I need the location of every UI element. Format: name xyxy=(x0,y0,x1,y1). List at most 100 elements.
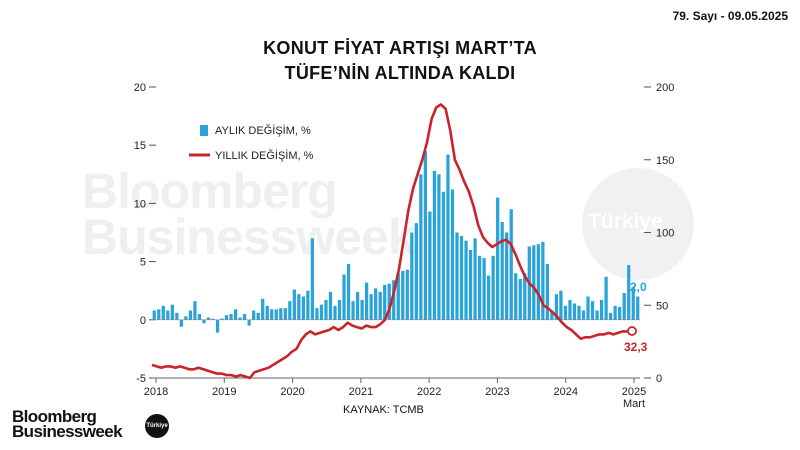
monthly-change-bar xyxy=(563,305,568,320)
monthly-change-bar xyxy=(554,294,559,320)
monthly-change-bar xyxy=(288,301,292,320)
monthly-change-bar xyxy=(224,315,229,320)
monthly-change-bar xyxy=(243,313,247,320)
monthly-change-bar xyxy=(550,310,554,320)
monthly-change-bar xyxy=(450,189,455,320)
monthly-change-bar xyxy=(419,174,423,320)
right-axis-tick-label: 50 xyxy=(656,300,668,312)
monthly-change-bar xyxy=(613,305,617,320)
monthly-change-bar xyxy=(324,300,328,320)
monthly-change-bar xyxy=(333,305,337,320)
watermark-line-1: Bloomberg xyxy=(82,163,338,219)
annual-end-marker xyxy=(627,326,637,336)
monthly-change-bar xyxy=(473,238,477,320)
monthly-change-bar xyxy=(319,304,324,320)
monthly-change-bar xyxy=(351,301,355,320)
monthly-change-bar xyxy=(229,313,233,320)
monthly-change-bar xyxy=(618,307,622,320)
monthly-change-bar xyxy=(410,232,414,320)
left-axis-tick-label: 5 xyxy=(140,257,146,269)
title-line-1: KONUT FİYAT ARTIŞI MART’TA xyxy=(263,38,537,58)
monthly-change-bar xyxy=(636,296,640,320)
monthly-change-bar xyxy=(518,279,522,320)
monthly-change-bar xyxy=(342,274,346,320)
monthly-change-bar xyxy=(211,318,215,320)
brand-badge: Türkiye xyxy=(145,414,169,438)
x-axis-tick-label: 2025 xyxy=(622,386,646,398)
left-axis-tick-label: 20 xyxy=(134,82,146,94)
watermark-badge-text: Türkiye xyxy=(588,210,663,233)
monthly-change-bar xyxy=(545,263,549,320)
monthly-change-bar xyxy=(568,300,572,320)
monthly-change-bar xyxy=(374,288,378,320)
monthly-change-bar xyxy=(297,294,301,320)
monthly-change-bar xyxy=(197,313,202,320)
title-line-2: TÜFE’NİN ALTINDA KALDI xyxy=(284,63,516,83)
monthly-change-bar xyxy=(604,276,608,320)
monthly-change-bar xyxy=(455,232,459,320)
monthly-change-bar xyxy=(378,291,382,320)
monthly-change-bar xyxy=(446,154,450,320)
monthly-change-bar xyxy=(536,244,540,320)
x-axis-tick-label: 2022 xyxy=(417,386,441,398)
legend-bar-swatch xyxy=(200,125,208,136)
monthly-change-bar xyxy=(482,258,486,320)
monthly-change-bar xyxy=(496,197,500,320)
monthly-change-bar xyxy=(387,283,391,320)
monthly-change-bar xyxy=(184,316,188,320)
monthly-end-label: 2,0 xyxy=(630,280,647,294)
monthly-change-bar xyxy=(487,275,491,320)
monthly-change-bar xyxy=(161,305,165,320)
monthly-change-bar xyxy=(505,232,509,320)
monthly-change-bar xyxy=(166,310,170,320)
monthly-change-bar xyxy=(265,305,269,320)
monthly-change-bar xyxy=(170,304,174,320)
annual-end-label: 32,3 xyxy=(624,340,648,354)
monthly-change-bar xyxy=(401,270,405,320)
monthly-change-bar xyxy=(315,308,319,320)
right-axis-tick-label: 0 xyxy=(656,373,662,385)
legend-bar-label: AYLIK DEĞİŞİM, % xyxy=(215,124,311,137)
monthly-change-bar xyxy=(252,310,256,320)
monthly-change-bar xyxy=(247,319,251,326)
x-axis-tick-label: 2021 xyxy=(349,386,373,398)
left-axis-tick-label: 10 xyxy=(134,198,146,210)
watermark-badge: Türkiye xyxy=(582,168,694,280)
monthly-change-bar xyxy=(369,294,373,320)
monthly-change-bar xyxy=(152,310,156,320)
monthly-change-bar xyxy=(283,308,287,320)
line-group: 2,0 32,3 xyxy=(151,103,648,380)
monthly-change-bar xyxy=(193,301,197,320)
monthly-change-bar xyxy=(392,280,396,320)
x-axis-tick-label: 2020 xyxy=(280,386,304,398)
issue-label: 79. Sayı - 09.05.2025 xyxy=(672,9,788,23)
monthly-change-bar xyxy=(523,273,527,320)
right-axis-tick-label: 100 xyxy=(656,228,674,240)
monthly-change-bar xyxy=(437,174,441,320)
monthly-change-bar xyxy=(405,269,409,320)
monthly-change-bar xyxy=(179,319,183,327)
monthly-change-bar xyxy=(215,319,220,333)
monthly-change-bar xyxy=(559,290,563,320)
monthly-change-bar xyxy=(306,290,310,320)
monthly-change-bar xyxy=(441,191,446,320)
monthly-change-bar xyxy=(188,310,193,320)
monthly-change-bar xyxy=(396,273,400,320)
monthly-change-bar xyxy=(310,238,315,320)
monthly-change-bar xyxy=(238,317,242,320)
monthly-change-bar xyxy=(365,282,369,320)
monthly-change-bar xyxy=(355,291,360,320)
monthly-change-bar xyxy=(500,222,504,320)
monthly-change-bar xyxy=(256,312,260,320)
monthly-change-bar xyxy=(432,170,437,320)
monthly-change-bar xyxy=(609,312,613,320)
monthly-change-bar xyxy=(509,209,513,320)
legend: AYLIK DEĞİŞİM, % YILLIK DEĞİŞİM, % xyxy=(189,124,314,162)
legend-line-label: YILLIK DEĞİŞİM, % xyxy=(215,149,314,162)
monthly-change-bar xyxy=(428,211,432,320)
watermark-line-2: Businessweek xyxy=(82,209,416,265)
x-axis-tick-label: 2023 xyxy=(485,386,509,398)
right-axis-tick-label: 200 xyxy=(656,82,674,94)
monthly-change-bar xyxy=(577,305,581,320)
